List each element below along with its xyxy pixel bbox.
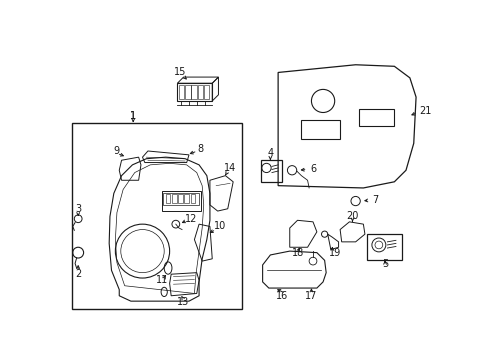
Bar (178, 194, 183, 203)
Text: 11: 11 (156, 275, 168, 285)
Text: 15: 15 (173, 67, 185, 77)
Bar (177, 83, 212, 101)
Bar (163, 193, 199, 205)
Text: 6: 6 (310, 164, 316, 174)
Bar (172, 194, 176, 203)
Text: 7: 7 (371, 194, 377, 204)
Bar (197, 85, 203, 99)
Text: 3: 3 (75, 204, 81, 214)
Bar (191, 85, 196, 99)
Text: 1: 1 (130, 111, 136, 121)
Bar (301, 120, 340, 139)
Bar (190, 194, 195, 203)
Bar (203, 85, 209, 99)
Bar (179, 85, 184, 99)
Text: 16: 16 (275, 291, 287, 301)
Bar (162, 191, 200, 211)
Text: 5: 5 (381, 259, 387, 269)
Text: 14: 14 (224, 163, 236, 173)
Bar (184, 194, 189, 203)
Bar (359, 109, 393, 126)
Text: 21: 21 (418, 106, 431, 116)
Bar (165, 194, 170, 203)
Text: 20: 20 (346, 211, 358, 221)
Text: 2: 2 (75, 269, 81, 279)
Text: 9: 9 (114, 146, 120, 156)
Text: 8: 8 (197, 144, 203, 154)
Text: 1: 1 (130, 111, 136, 121)
Bar (185, 85, 190, 99)
Text: 13: 13 (177, 297, 189, 307)
Text: 19: 19 (328, 248, 340, 258)
Bar (261, 160, 282, 182)
Text: 4: 4 (267, 148, 273, 158)
Bar (366, 234, 401, 260)
Bar (72, 122, 241, 309)
Text: 18: 18 (291, 248, 304, 258)
Text: 10: 10 (213, 221, 225, 231)
Text: 12: 12 (185, 214, 197, 224)
Text: 17: 17 (305, 291, 317, 301)
